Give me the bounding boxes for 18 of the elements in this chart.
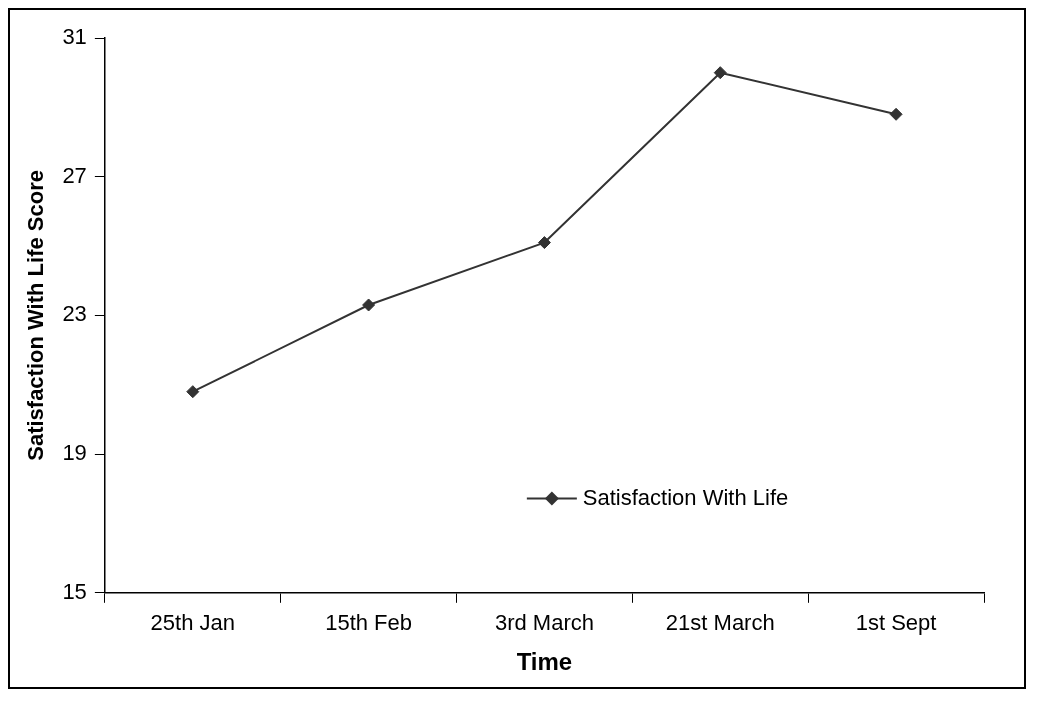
x-tick-label: 3rd March: [494, 610, 594, 636]
point: [889, 107, 903, 121]
y-tick-label: 31: [62, 24, 87, 50]
legend-label: Satisfaction With Life: [582, 484, 789, 510]
y-tick-label: 23: [62, 301, 87, 327]
y-tick-label: 15: [62, 578, 87, 604]
point: [537, 236, 551, 250]
point: [362, 298, 376, 312]
x-tick-label: 21st March: [665, 610, 775, 636]
x-tick-label: 15th Feb: [325, 610, 413, 636]
y-axis-title: Satisfaction With Life Score: [23, 170, 49, 461]
x-axis-title: Time: [516, 648, 573, 676]
x-tick-label: 25th Jan: [150, 610, 235, 636]
point: [186, 385, 200, 399]
point: [713, 66, 727, 80]
y-tick-label: 27: [62, 162, 87, 188]
y-tick-label: 19: [62, 440, 87, 466]
x-tick-label: 1st Sept: [855, 610, 937, 636]
